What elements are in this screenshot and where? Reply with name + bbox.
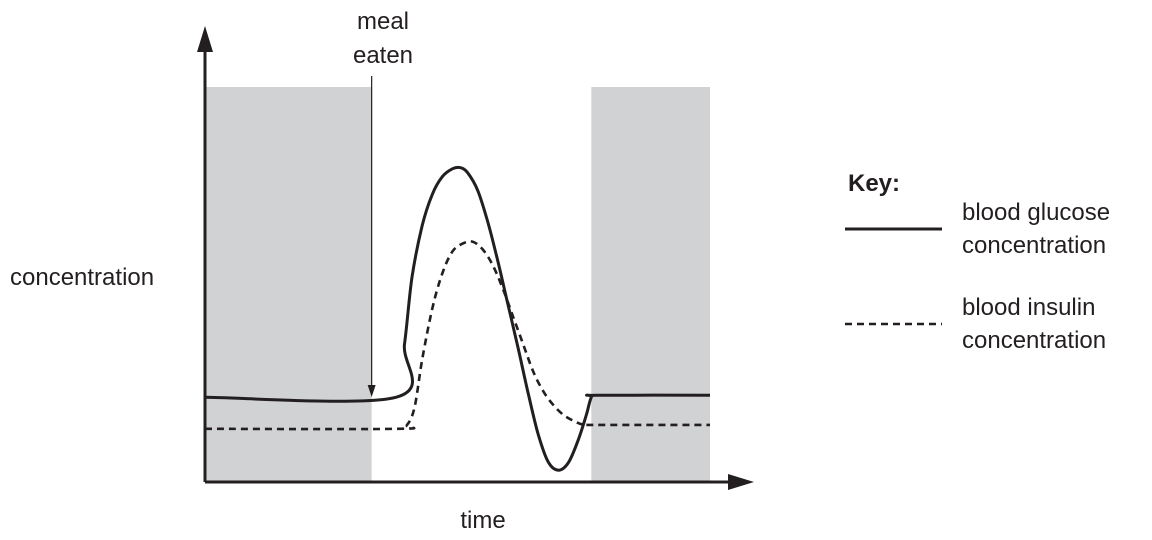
legend: Key: blood glucose concentration blood i… bbox=[845, 170, 1110, 354]
shaded-regions bbox=[205, 87, 710, 482]
series-layer bbox=[205, 165, 711, 472]
annotation-arrowhead bbox=[367, 385, 376, 397]
x-axis-arrowhead bbox=[728, 474, 754, 490]
legend-label-insulin-1: blood insulin bbox=[962, 294, 1095, 321]
legend-label-insulin-2: concentration bbox=[962, 327, 1106, 354]
series-line-insulin bbox=[205, 240, 710, 431]
y-axis-label: concentration bbox=[10, 264, 154, 291]
legend-title: Key: bbox=[848, 170, 900, 197]
series-line-glucose bbox=[205, 165, 711, 472]
x-axis-label: time bbox=[460, 507, 505, 534]
y-axis-arrowhead bbox=[197, 26, 213, 52]
legend-label-glucose-1: blood glucose bbox=[962, 199, 1110, 226]
shaded-region-2 bbox=[591, 87, 710, 482]
shaded-region-1 bbox=[205, 87, 372, 482]
annotation-line-1: meal bbox=[357, 8, 409, 35]
annotation-line-2: eaten bbox=[353, 42, 413, 69]
legend-label-glucose-2: concentration bbox=[962, 232, 1106, 259]
